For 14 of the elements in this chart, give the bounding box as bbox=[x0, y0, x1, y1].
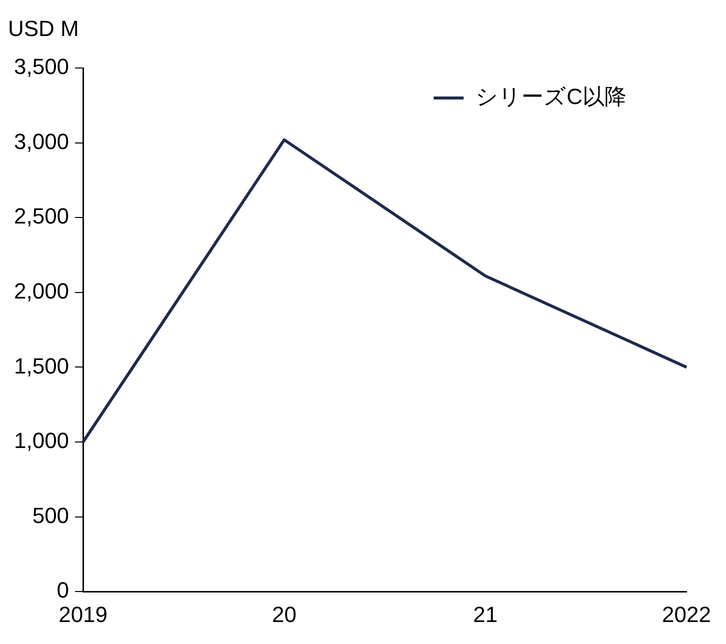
y-tick-label: 2,000 bbox=[14, 278, 70, 304]
legend-label: シリーズC以降 bbox=[476, 84, 627, 110]
y-tick-label: 3,000 bbox=[14, 128, 70, 154]
y-tick-label: 3,500 bbox=[14, 54, 70, 80]
y-tick-label: 1,000 bbox=[14, 428, 70, 454]
y-tick-label: 2,500 bbox=[14, 204, 70, 229]
y-axis-title: USD M bbox=[8, 16, 79, 41]
y-tick-label: 500 bbox=[32, 502, 70, 528]
y-tick-label: 0 bbox=[56, 578, 70, 603]
x-tick-label: 2019 bbox=[58, 602, 108, 627]
x-tick-label: 20 bbox=[272, 602, 296, 627]
x-tick-label: 21 bbox=[473, 602, 498, 627]
x-tick-label: 2022 bbox=[662, 602, 712, 627]
y-tick-label: 1,500 bbox=[14, 353, 70, 378]
